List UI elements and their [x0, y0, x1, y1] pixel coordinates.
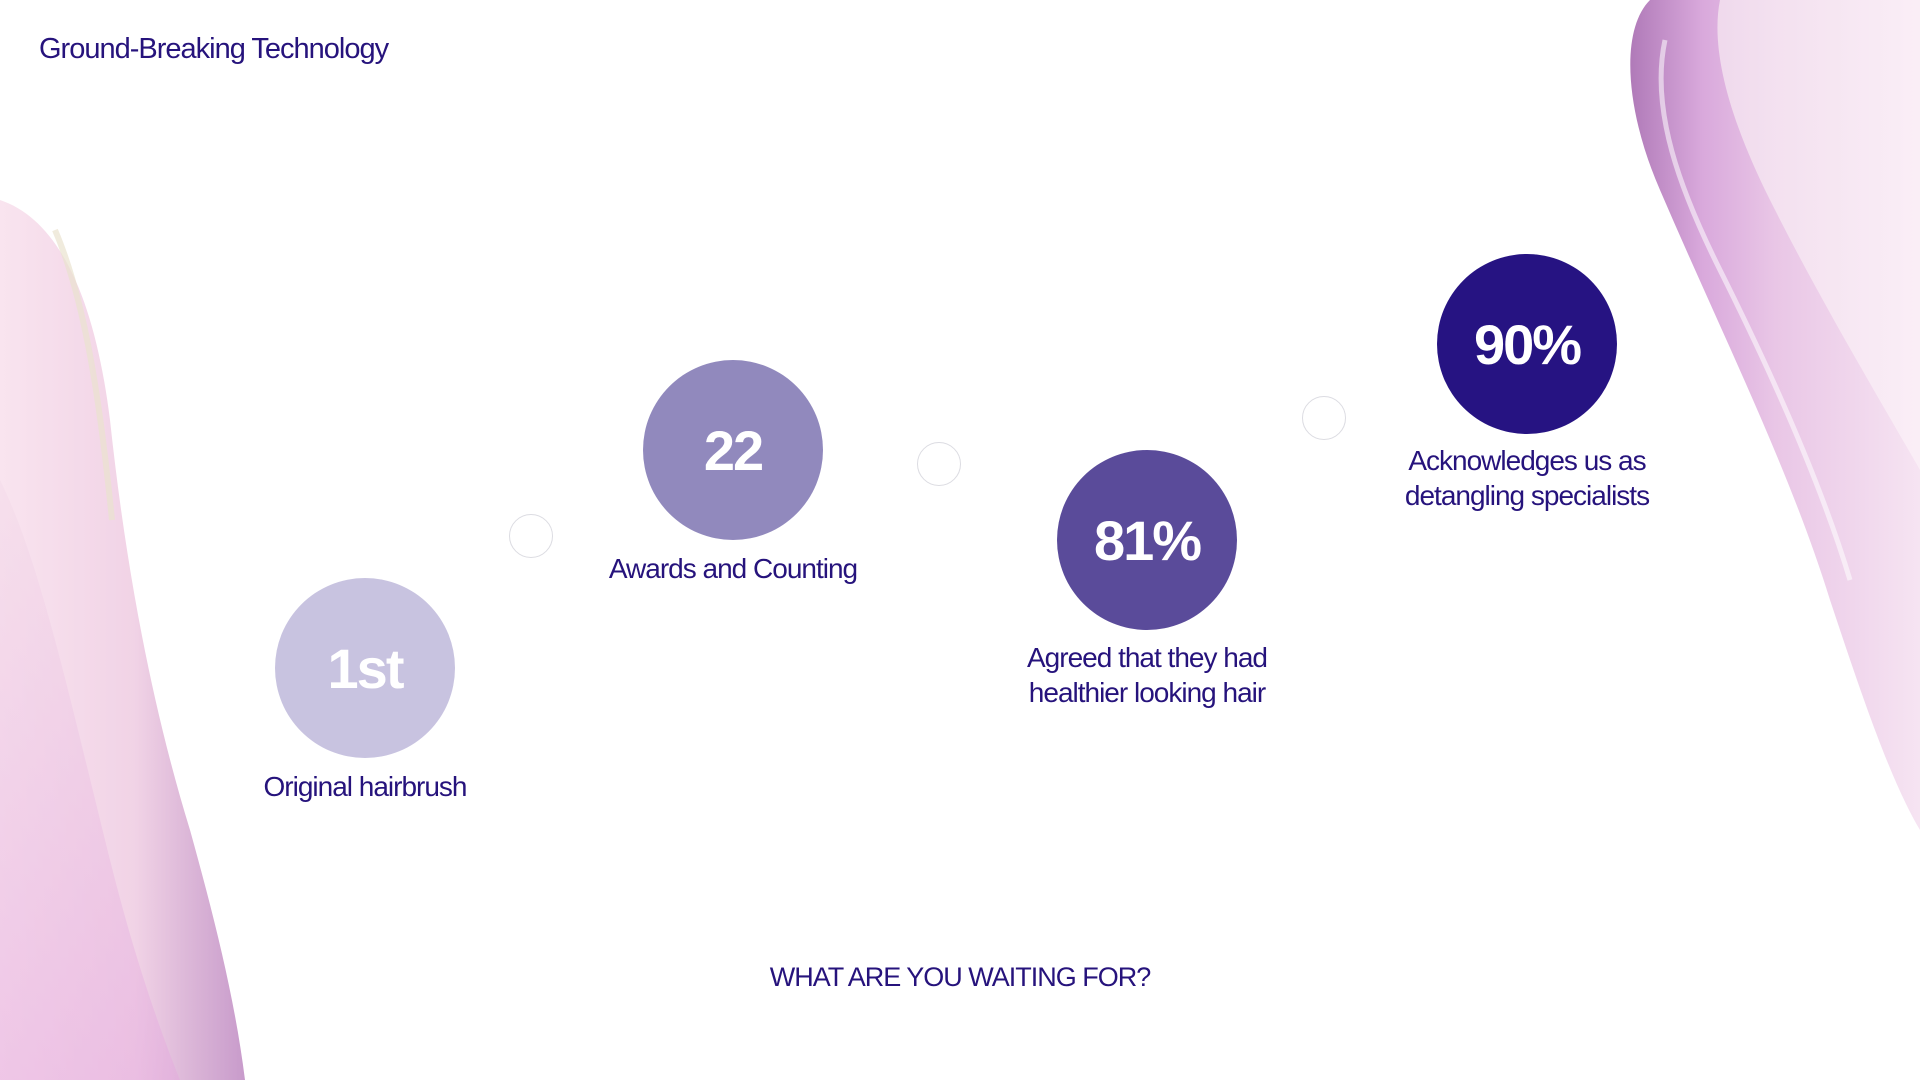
stat-label: Acknowledges us as detangling specialist… [1404, 445, 1650, 511]
connector-dot [917, 442, 961, 486]
stat-label: Awards and Counting [608, 553, 858, 584]
stat-value: 81% [1093, 508, 1202, 572]
stat-label: Original hairbrush [263, 771, 468, 802]
connector-dot [1302, 396, 1346, 440]
page-title: Ground-Breaking Technology [39, 33, 389, 65]
stat-circle-first: 1st [275, 578, 455, 758]
stat-value: 1st [327, 636, 405, 700]
call-to-action: WHAT ARE YOU WAITING FOR? [769, 962, 1152, 992]
stat-label: Agreed that they had healthier looking h… [1027, 642, 1268, 708]
stat-circle-awards: 22 [643, 360, 823, 540]
stat-circle-healthier-hair: 81% [1057, 450, 1237, 630]
stat-circle-specialists: 90% [1437, 254, 1617, 434]
connector-dot [509, 514, 553, 558]
left-brush-decoration [0, 200, 245, 1080]
stat-value: 22 [703, 418, 764, 482]
stat-value: 90% [1473, 312, 1582, 376]
